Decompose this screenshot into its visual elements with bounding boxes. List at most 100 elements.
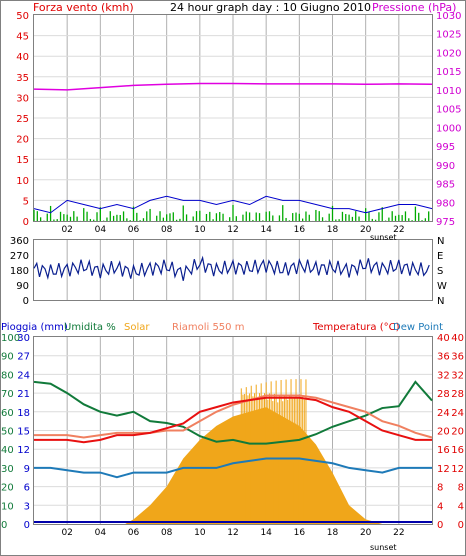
rain-tick-label: 27 [17, 352, 30, 363]
chart-title: 24 hour graph day : 10 Giugno 2010 [170, 1, 371, 14]
x-tick-label-top: 06 [128, 225, 140, 235]
dewpoint-tick-label: 28 [451, 389, 464, 400]
direction-tick-label: 180 [10, 266, 29, 277]
dewpoint-tick-label: 36 [451, 352, 464, 363]
wind-gust-line [33, 195, 433, 214]
x-tick-label-bottom: 16 [294, 528, 306, 538]
rain-tick-label: 9 [24, 464, 30, 475]
pressure-tick-label: 990 [436, 161, 455, 172]
wind-tick-label: 45 [16, 32, 29, 43]
sunset-label-bottom: sunset [370, 543, 397, 552]
temperature-tick-label: 20 [437, 427, 450, 438]
humidity-tick-label: 70 [1, 389, 14, 400]
rain-tick-label: 0 [24, 520, 30, 531]
pressure-axis-title: Pressione (hPa) [372, 1, 456, 14]
pressure-tick-label: 985 [436, 180, 455, 191]
dewpoint-tick-label: 20 [451, 427, 464, 438]
temperature-tick-label: 8 [437, 483, 443, 494]
wind-tick-label: 30 [16, 93, 29, 104]
wind-tick-label: 35 [16, 73, 29, 84]
temperature-tick-label: 36 [437, 352, 450, 363]
rain-tick-label: 3 [24, 501, 30, 512]
x-tick-label-top: 02 [61, 225, 72, 235]
compass-label: S [437, 266, 443, 277]
wind-tick-label: 25 [16, 114, 29, 125]
dewpoint-line [34, 457, 432, 479]
x-tick-label-top: 14 [260, 225, 272, 235]
rain-tick-label: 24 [17, 370, 30, 381]
x-tick-label-top: 18 [327, 225, 339, 235]
wind-tick-label: 40 [16, 52, 29, 63]
temperature-tick-label: 24 [437, 408, 450, 419]
pressure-line [33, 82, 433, 91]
x-tick-label-bottom: 22 [393, 528, 404, 538]
panel-temperature-frame [33, 336, 433, 525]
dewpoint-tick-label: 24 [451, 408, 464, 419]
humidity-tick-label: 90 [1, 352, 14, 363]
pressure-tick-label: 1005 [436, 105, 461, 116]
humidity-tick-label: 0 [1, 520, 7, 531]
pressure-tick-label: 980 [436, 198, 455, 209]
direction-tick-label: 90 [16, 281, 29, 292]
humidity-tick-label: 40 [1, 445, 14, 456]
compass-label: W [437, 281, 447, 292]
sunset-label-top: sunset [370, 233, 397, 242]
solar-area [34, 407, 432, 524]
x-tick-label-bottom: 12 [227, 528, 238, 538]
temperature-tick-label: 12 [437, 464, 450, 475]
pressure-tick-label: 1030 [436, 11, 461, 22]
rain-tick-label: 12 [17, 445, 30, 456]
wind-tick-label: 10 [16, 176, 29, 187]
wind-axis-title: Forza vento (kmh) [33, 1, 134, 14]
x-tick-label-bottom: 06 [128, 528, 140, 538]
humidity-tick-label: 100 [1, 333, 20, 344]
rain-tick-label: 21 [17, 389, 30, 400]
compass-label: N [437, 236, 444, 247]
x-tick-label-top: 08 [161, 225, 173, 235]
x-tick-label-bottom: 14 [260, 528, 272, 538]
rain-tick-label: 18 [17, 408, 30, 419]
temperature-tick-label: 16 [437, 445, 450, 456]
dewpoint-tick-label: 16 [451, 445, 464, 456]
legend-temperature: Temperatura (°C) [312, 322, 400, 333]
dewpoint-tick-label: 0 [458, 520, 464, 531]
legend-dewpoint: Dew Point [393, 322, 443, 333]
direction-tick-label: 270 [10, 251, 29, 262]
pressure-tick-label: 995 [436, 142, 455, 153]
dewpoint-tick-label: 8 [458, 483, 464, 494]
legend-humidity: Umidita % [64, 322, 116, 333]
x-tick-label-bottom: 08 [161, 528, 173, 538]
humidity-tick-label: 20 [1, 483, 14, 494]
dewpoint-tick-label: 12 [451, 464, 464, 475]
legend-riamoli: Riamoli 550 m [172, 322, 244, 333]
compass-label: E [437, 251, 443, 262]
dewpoint-tick-label: 4 [458, 501, 464, 512]
legend-rain: Pioggia (mm) [1, 322, 68, 333]
x-tick-label-top: 20 [360, 225, 372, 235]
dewpoint-tick-label: 40 [451, 333, 464, 344]
humidity-tick-label: 30 [1, 464, 14, 475]
x-tick-label-top: 12 [227, 225, 238, 235]
humidity-line [33, 380, 433, 445]
pressure-tick-label: 1025 [436, 30, 461, 41]
wind-tick-label: 0 [23, 217, 29, 228]
x-tick-label-bottom: 04 [95, 528, 107, 538]
panel-wind-frame [33, 14, 433, 222]
legend-solar: Solar [124, 322, 150, 333]
wind-tick-label: 15 [16, 155, 29, 166]
humidity-tick-label: 60 [1, 408, 14, 419]
pressure-tick-label: 1015 [436, 67, 461, 78]
wind-tick-label: 5 [23, 196, 29, 207]
x-tick-label-top: 10 [194, 225, 206, 235]
x-tick-label-bottom: 18 [327, 528, 339, 538]
pressure-tick-label: 1000 [436, 123, 461, 134]
rain-tick-label: 30 [17, 333, 30, 344]
compass-label: N [437, 296, 444, 307]
pressure-tick-label: 975 [436, 217, 455, 228]
direction-tick-label: 0 [23, 296, 29, 307]
x-tick-label-bottom: 10 [194, 528, 206, 538]
rain-tick-label: 6 [24, 483, 30, 494]
panel-direction-frame [33, 239, 433, 301]
